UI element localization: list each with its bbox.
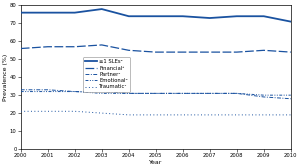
X-axis label: Year: Year: [149, 160, 163, 164]
Y-axis label: Prevalence (%): Prevalence (%): [4, 54, 8, 101]
Legend: ≥1 SLEs², Financial³, Partner¹, Emotional⁴, Traumatic¹: ≥1 SLEs², Financial³, Partner¹, Emotiona…: [83, 57, 130, 92]
